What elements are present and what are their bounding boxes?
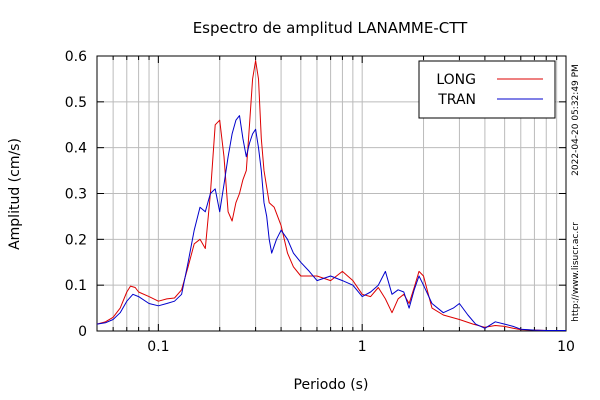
- axis-ticks: 0.1 1 10 0 0.1 0.2 0.3 0.4 0.5 0.6: [65, 49, 575, 355]
- y-tick-label: 0.5: [65, 95, 87, 111]
- y-tick-label: 0.2: [65, 232, 87, 248]
- x-tick-label: 1: [358, 339, 367, 355]
- legend-box: [418, 60, 556, 119]
- side-url-annotation: http://www.lisucr.ac.cr: [571, 222, 581, 322]
- y-tick-label: 0.6: [65, 49, 87, 65]
- y-tick-label: 0: [78, 324, 87, 340]
- y-tick-label: 0.3: [65, 187, 87, 203]
- y-axis-label: Amplitud (cm/s): [7, 138, 23, 250]
- y-tick-label: 0.1: [65, 278, 87, 294]
- legend: LONG TRAN: [418, 60, 556, 119]
- series-line-tran: [96, 115, 566, 331]
- chart-title: Espectro de amplitud LANAMME-CTT: [193, 19, 468, 37]
- x-axis-label: Periodo (s): [294, 377, 369, 393]
- x-tick-label: 0.1: [147, 339, 169, 355]
- legend-label-long: LONG: [436, 72, 476, 88]
- side-timestamp-annotation: 2022-04-20 05:32:49 PM: [571, 64, 581, 176]
- y-tick-label: 0.4: [65, 141, 87, 157]
- series-lines: [96, 60, 566, 331]
- x-tick-label: 10: [557, 339, 575, 355]
- legend-label-tran: TRAN: [437, 92, 476, 108]
- series-line-long: [96, 60, 566, 331]
